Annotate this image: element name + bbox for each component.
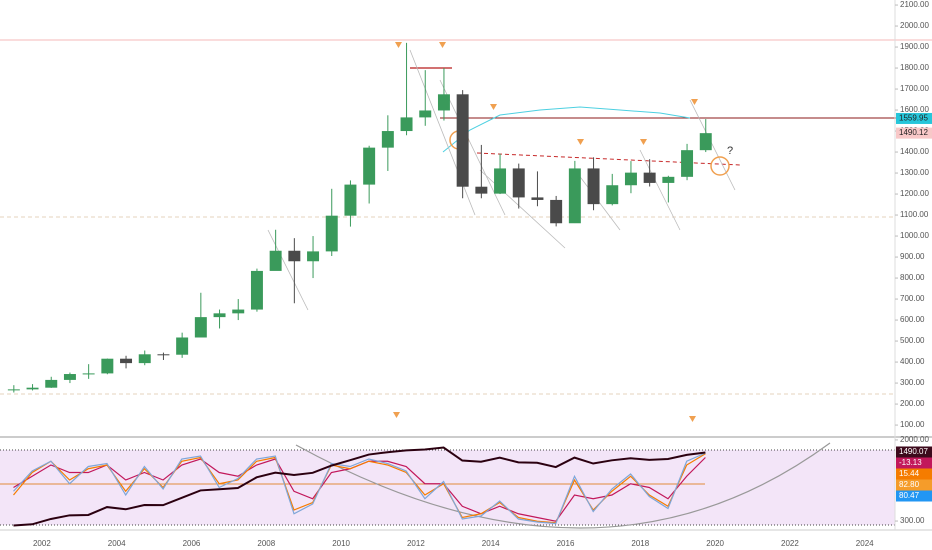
x-tick-label: 2010 — [332, 539, 350, 548]
value-tag — [896, 457, 932, 469]
candle-body — [699, 133, 712, 151]
candle-body — [325, 215, 338, 252]
candle-body — [157, 354, 170, 356]
y-tick-label: 300.00 — [900, 378, 925, 387]
value-tag — [896, 468, 932, 480]
indicator-line — [13, 446, 706, 527]
value-tag-label: 1490.07 — [899, 447, 928, 456]
x-tick-label: 2008 — [257, 539, 275, 548]
candle-body — [531, 197, 544, 200]
y-tick-label: 2100.00 — [900, 0, 929, 9]
candle-body — [82, 373, 95, 375]
y-tick-label: 2000.00 — [900, 21, 929, 30]
value-tag-label: 82.80 — [899, 480, 920, 489]
candle-body — [138, 354, 151, 364]
value-tag-label: 80.47 — [899, 491, 920, 500]
candle-body — [63, 374, 76, 380]
y-tick-label: 700.00 — [900, 294, 925, 303]
y-tick-label: 300.00 — [900, 516, 925, 525]
candle-body — [232, 309, 245, 314]
y-tick-label: 1200.00 — [900, 189, 929, 198]
candle-body — [606, 185, 619, 205]
trend-line — [476, 152, 741, 166]
candle-body — [437, 94, 450, 111]
y-tick-label: 200.00 — [900, 399, 925, 408]
x-tick-label: 2004 — [108, 539, 126, 548]
candle-body — [363, 147, 376, 185]
candle-body — [512, 168, 525, 198]
x-tick-label: 2020 — [706, 539, 724, 548]
candle-body — [475, 186, 488, 194]
x-tick-label: 2012 — [407, 539, 425, 548]
candle-body — [213, 313, 226, 318]
candle-body — [307, 251, 320, 262]
price-tag-label: 1559.95 — [899, 114, 928, 123]
y-tick-label: 1400.00 — [900, 147, 929, 156]
y-tick-label: 400.00 — [900, 357, 925, 366]
candle-body — [176, 337, 189, 355]
highlight-circle — [710, 156, 730, 176]
x-tick-label: 2016 — [557, 539, 575, 548]
candle-body — [288, 250, 301, 262]
candle-body — [550, 199, 563, 224]
price-tag-label: 1490.12 — [899, 128, 928, 137]
y-tick-label: 1900.00 — [900, 42, 929, 51]
y-tick-label: 1000.00 — [900, 231, 929, 240]
candle-body — [494, 168, 507, 194]
candle-body — [120, 358, 133, 364]
candle-body — [456, 94, 469, 187]
candle-body — [681, 150, 694, 177]
candle-body — [643, 172, 656, 183]
y-tick-label: 1300.00 — [900, 168, 929, 177]
candle-body — [662, 176, 675, 183]
candle-body — [269, 250, 282, 271]
moving-average — [442, 106, 691, 153]
y-tick-label: 600.00 — [900, 315, 925, 324]
y-tick-label: 800.00 — [900, 273, 925, 282]
y-tick-label: 1100.00 — [900, 210, 929, 219]
candle-body — [568, 168, 581, 224]
candle-body — [45, 379, 58, 388]
x-tick-label: 2018 — [631, 539, 649, 548]
candle-body — [587, 168, 600, 205]
value-tag-label: -13.13 — [899, 458, 922, 467]
oscillator-band — [0, 450, 895, 525]
candle-body — [344, 184, 357, 216]
y-tick-label: 100.00 — [900, 420, 925, 429]
value-tag — [896, 490, 932, 502]
y-tick-label: 1600.00 — [900, 105, 929, 114]
x-tick-label: 2006 — [183, 539, 201, 548]
y-tick-label: 1800.00 — [900, 63, 929, 72]
x-tick-label: 2002 — [33, 539, 51, 548]
candle-body — [419, 110, 432, 118]
candle-body — [400, 117, 413, 132]
y-tick-label: 1700.00 — [900, 84, 929, 93]
value-tag — [896, 446, 932, 458]
y-tick-label: 900.00 — [900, 252, 925, 261]
candle-body — [26, 387, 39, 390]
markers — [393, 42, 698, 422]
y-tick-label: 2000.00 — [900, 435, 929, 444]
indicator-line — [13, 452, 706, 525]
value-tag — [896, 479, 932, 491]
x-tick-label: 2014 — [482, 539, 500, 548]
curve — [295, 442, 831, 529]
x-tick-label: 2022 — [781, 539, 799, 548]
annotation: ? — [727, 145, 733, 157]
candle-body — [381, 131, 394, 148]
candle-body — [194, 317, 207, 338]
candle-body — [101, 358, 114, 374]
value-tag-label: 15.44 — [899, 469, 920, 478]
price-tag — [896, 112, 932, 124]
candle-body — [250, 270, 263, 310]
y-tick-label: 500.00 — [900, 336, 925, 345]
candle-body — [7, 389, 20, 391]
x-tick-label: 2024 — [856, 539, 874, 548]
drawings: ? — [0, 0, 932, 531]
candle-body — [624, 172, 637, 186]
price-tag — [896, 127, 932, 139]
